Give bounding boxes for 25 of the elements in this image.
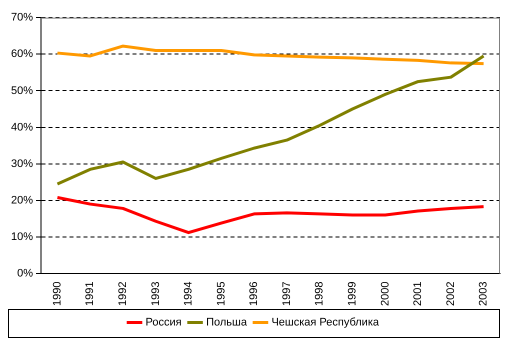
x-tick-label: 2001 [412,282,424,306]
y-tick-label: 50% [10,84,34,97]
x-tick-label: 2003 [478,282,490,306]
x-tick-label: 1992 [117,282,130,306]
x-tick-label: 2002 [444,282,457,306]
y-tick-label: 60% [10,48,34,60]
y-tick-label: 70% [10,12,34,24]
y-tick-label: 0% [17,268,34,280]
x-tick-label: 1999 [346,282,358,306]
legend-label: Чешская Республика [271,316,380,329]
y-tick-label: 10% [10,231,34,243]
x-tick-label: 1990 [51,282,64,306]
x-tick-label: 1996 [248,282,260,306]
y-tick-label: 40% [10,121,34,134]
x-tick-label: 1993 [150,282,162,306]
legend-label: Россия [146,316,182,329]
x-tick-label: 1991 [84,282,96,306]
legend-label: Польша [206,316,248,329]
x-tick-label: 1997 [280,282,293,306]
y-tick-label: 30% [10,158,34,170]
x-tick-label: 2000 [379,282,392,306]
x-tick-label: 1995 [215,282,228,306]
x-tick-label: 1998 [314,282,326,306]
y-tick-label: 20% [10,194,34,206]
x-tick-label: 1994 [182,282,195,306]
